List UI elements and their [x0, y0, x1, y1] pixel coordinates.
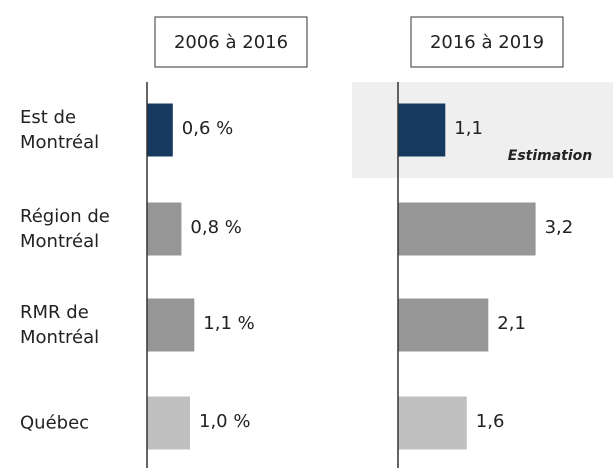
- panel-header-box: [154, 16, 308, 68]
- value-label: 2,1: [497, 313, 526, 334]
- bar: [147, 202, 182, 256]
- value-label: 3,2: [545, 217, 574, 238]
- annotation: Estimation: [508, 148, 593, 164]
- bar: [398, 202, 536, 256]
- bar: [398, 298, 489, 352]
- highlight: [352, 82, 613, 178]
- value-label: 1,1: [454, 118, 483, 139]
- category-label: Est de Montréal: [20, 107, 100, 153]
- value-label: 1,6: [476, 411, 505, 432]
- category-label: Région de Montréal: [20, 206, 110, 252]
- value-label: 1,0 %: [199, 411, 250, 432]
- value-label: 0,8 %: [190, 217, 241, 238]
- category-label: Québec: [20, 412, 90, 434]
- bar: [147, 396, 190, 450]
- panel-header: 2016 à 2019: [430, 32, 544, 53]
- bar: [147, 103, 173, 157]
- category-label: RMR de Montréal: [20, 302, 100, 348]
- panel-header-box: [410, 16, 564, 68]
- bar: [398, 396, 467, 450]
- value-label: 0,6 %: [182, 118, 233, 139]
- bar: [147, 298, 195, 352]
- value-label: 1,1 %: [203, 313, 254, 334]
- bar: [398, 103, 446, 157]
- panel-header: 2006 à 2016: [174, 32, 288, 53]
